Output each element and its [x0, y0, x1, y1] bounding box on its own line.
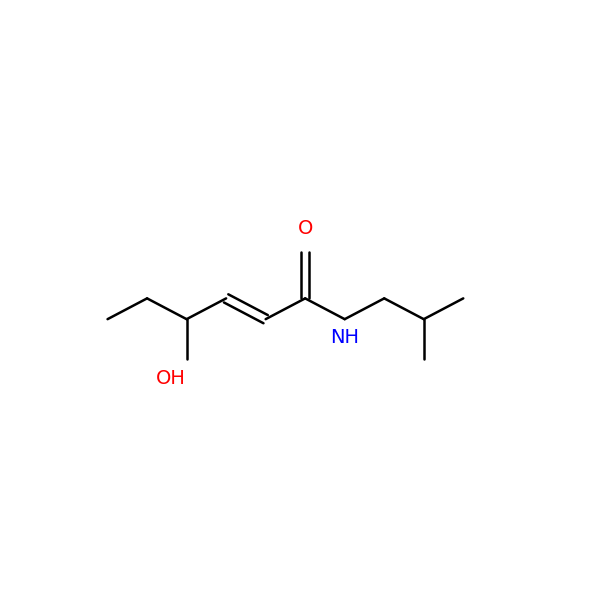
Text: NH: NH: [330, 328, 359, 347]
Text: OH: OH: [155, 368, 185, 388]
Text: O: O: [298, 220, 313, 238]
